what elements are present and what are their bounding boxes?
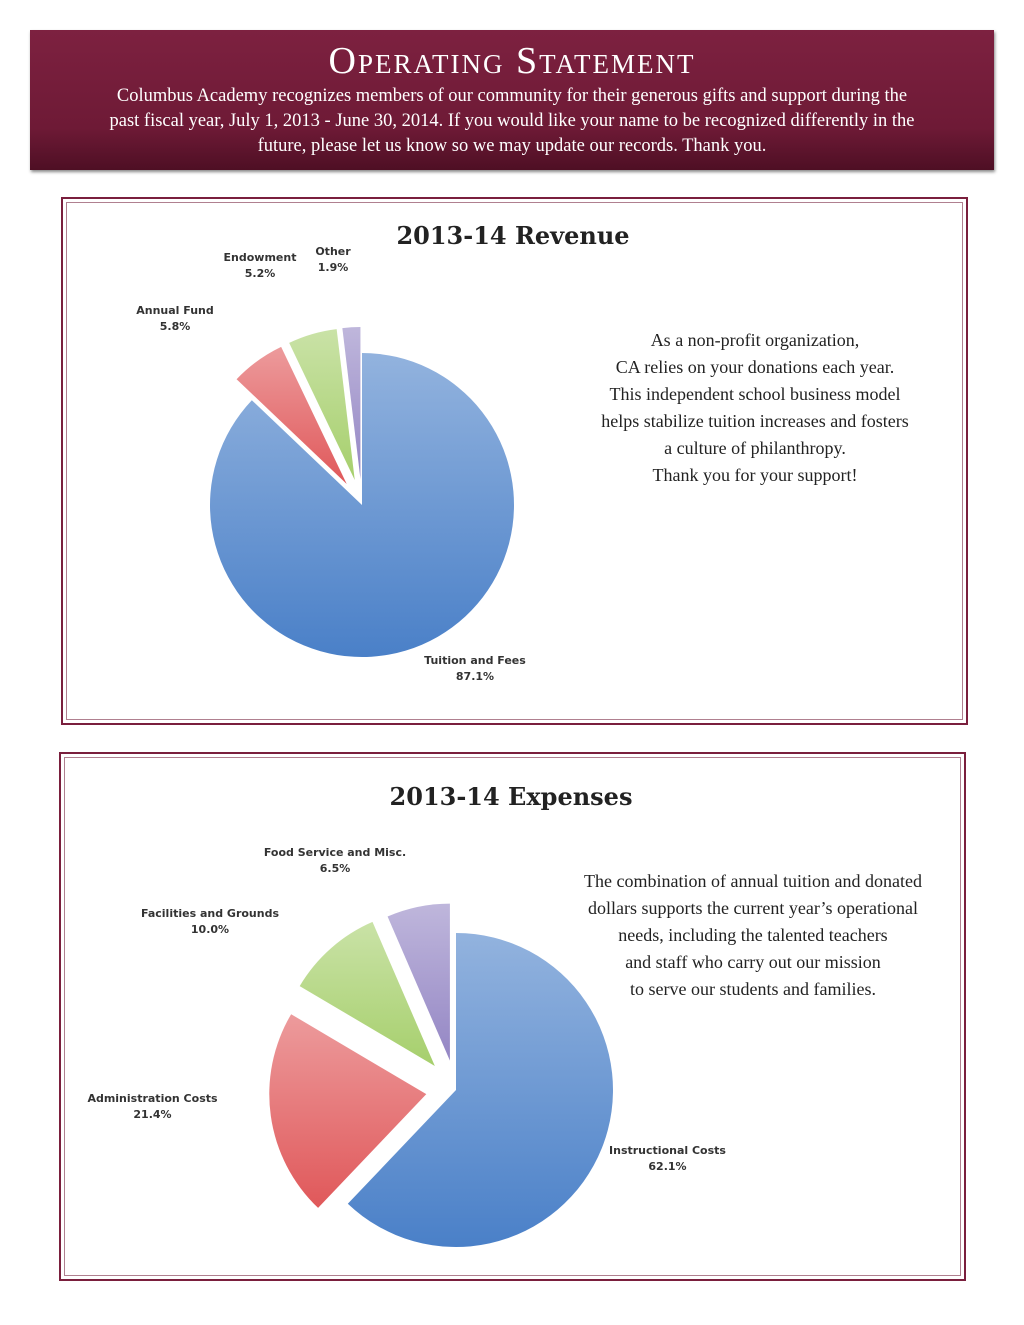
expenses-blurb: The combination of annual tuition and do…	[553, 868, 953, 1003]
pie-slice-other	[342, 327, 361, 480]
label-other: Other 1.9%	[315, 245, 351, 274]
blurb-line: dollars supports the current year’s oper…	[587, 898, 919, 918]
revenue-blurb: As a non-profit organization, CA relies …	[560, 327, 950, 489]
blurb-line: a culture of philanthropy.	[664, 438, 846, 458]
revenue-title: 2013-14 Revenue	[396, 221, 630, 250]
pie-slice-administration-costs	[269, 1014, 427, 1208]
header-banner: Operating Statement Columbus Academy rec…	[30, 30, 994, 170]
pie-slice-food-service-and-misc	[387, 903, 450, 1061]
label-endowment: Endowment 5.2%	[223, 251, 297, 280]
pie-slice-annual-fund	[236, 346, 347, 484]
blurb-line: As a non-profit organization,	[650, 330, 860, 350]
label-annual-fund: Annual Fund 5.8%	[136, 304, 214, 333]
label-food-service: Food Service and Misc. 6.5%	[263, 846, 407, 875]
blurb-line: needs, including the talented teachers	[618, 925, 888, 945]
blurb-line: This independent school business model	[609, 384, 901, 404]
label-facilities: Facilities and Grounds 10.0%	[140, 907, 280, 936]
revenue-panel: 2013-14 Revenue	[61, 197, 968, 725]
blurb-line: and staff who carry out our mission	[625, 952, 881, 972]
blurb-line: Thank you for your support!	[652, 465, 858, 485]
intro-text: Columbus Academy recognizes members of o…	[109, 86, 915, 156]
label-administration: Administration Costs 21.4%	[87, 1092, 218, 1121]
blurb-line: to serve our students and families.	[630, 979, 876, 999]
pie-slice-endowment	[289, 329, 355, 481]
page-title: Operating Statement	[328, 40, 696, 82]
label-tuition: Tuition and Fees 87.1%	[424, 654, 526, 683]
expenses-title: 2013-14 Expenses	[389, 782, 633, 811]
label-instructional: Instructional Costs 62.1%	[609, 1144, 726, 1173]
blurb-line: The combination of annual tuition and do…	[584, 871, 922, 891]
pie-slice-instructional-costs	[347, 933, 613, 1247]
blurb-line: helps stabilize tuition increases and fo…	[601, 411, 909, 431]
pie-slice-tuition-and-fees	[209, 353, 514, 657]
pie-slice-facilities-and-grounds	[299, 921, 435, 1066]
blurb-line: CA relies on your donations each year.	[615, 357, 895, 377]
expenses-panel: 2013-14 Expenses	[59, 752, 966, 1281]
